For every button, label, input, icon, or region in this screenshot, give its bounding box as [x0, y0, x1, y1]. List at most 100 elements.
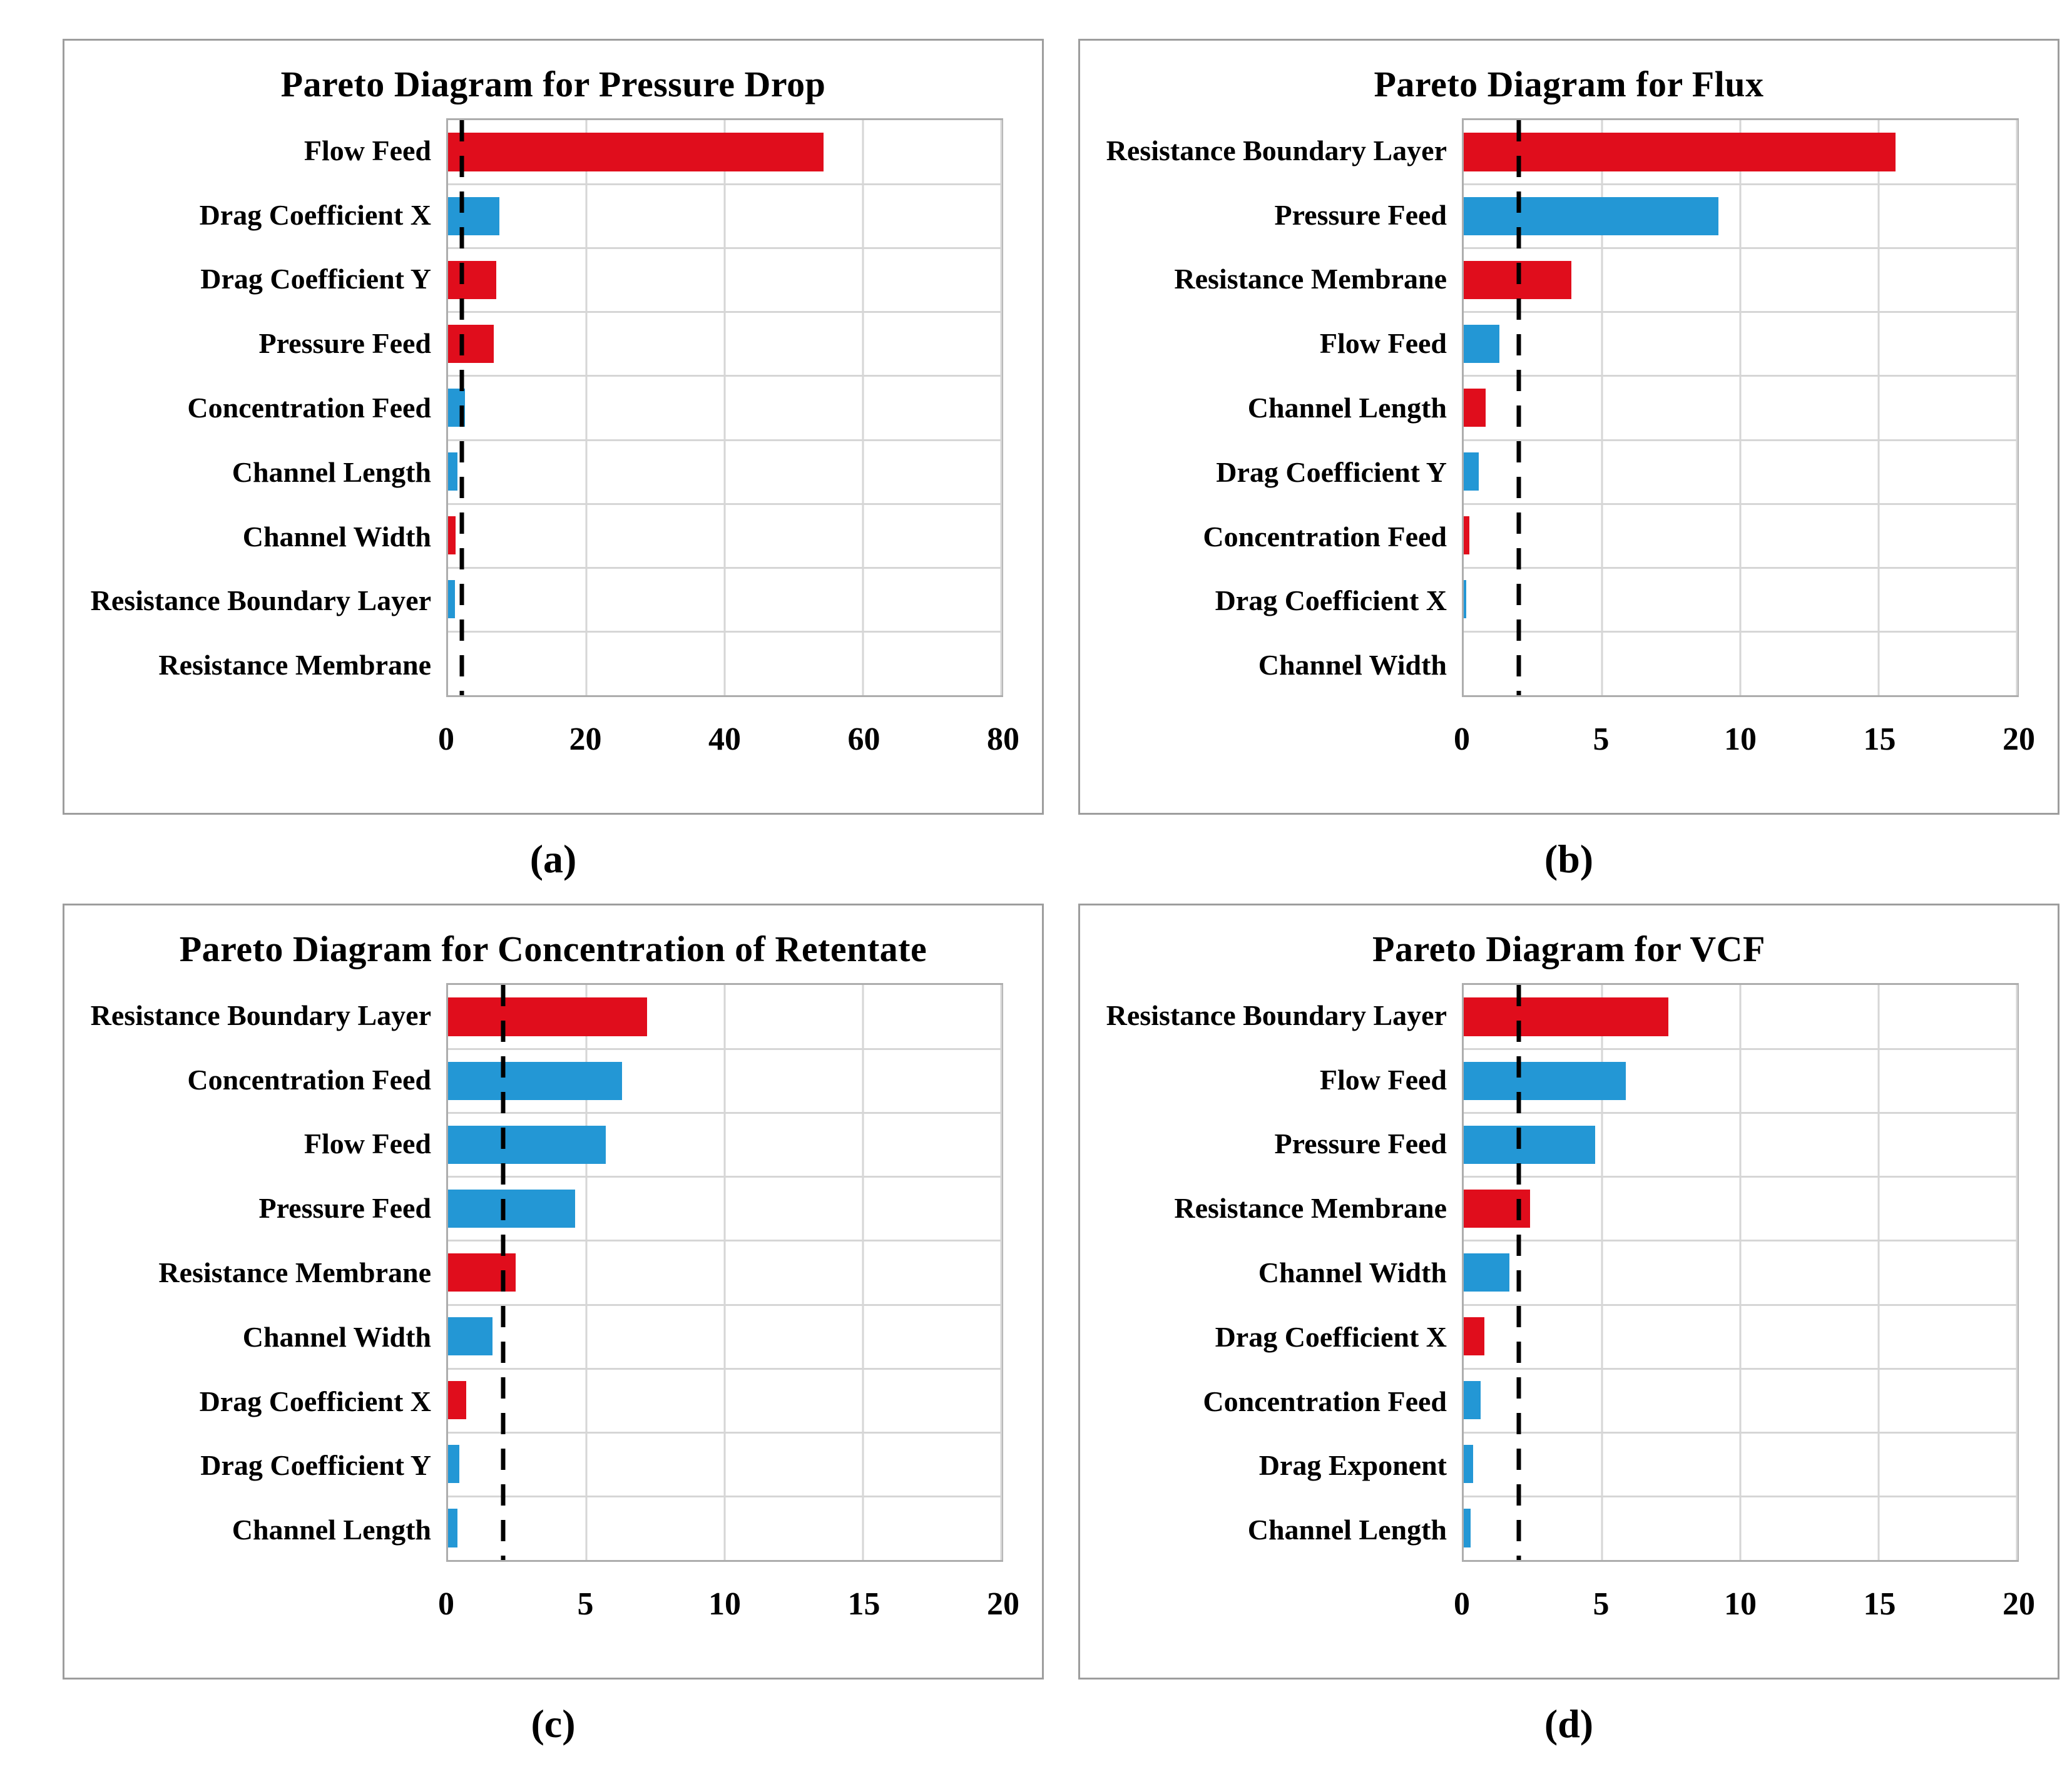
category-label: Drag Coefficient X	[1215, 584, 1447, 617]
bar-flow-feed	[448, 1125, 606, 1164]
x-tick-label: 5	[1593, 1586, 1610, 1622]
plot-area	[446, 118, 1003, 697]
bar-drag-coefficient-x	[448, 1381, 466, 1420]
plot-area	[446, 983, 1003, 1562]
category-label: Channel Length	[1247, 392, 1447, 424]
plot-column: 0 5 10 15 20	[1454, 983, 2035, 1653]
chart-panel-d: Pareto Diagram for VCF Resistance Bounda…	[1078, 904, 2059, 1680]
bar-pressure-feed	[1464, 196, 1718, 235]
chart-title: Pareto Diagram for Concentration of Rete…	[179, 928, 927, 969]
x-tick-label: 0	[1454, 1586, 1470, 1622]
category-label: Drag Coefficient X	[1215, 1320, 1447, 1353]
bar-flow-feed	[1464, 1061, 1626, 1100]
threshold-line	[501, 985, 506, 1560]
panel-d: Pareto Diagram for VCF Resistance Bounda…	[1078, 904, 2059, 1768]
category-label: Concentration Feed	[1203, 1385, 1447, 1417]
category-label: Channel Length	[1247, 1514, 1447, 1546]
bar-concentration-feed	[1464, 1381, 1481, 1420]
bar-channel-width	[448, 1317, 492, 1356]
gridline-vertical	[1601, 985, 1603, 1560]
category-label: Flow Feed	[304, 1128, 431, 1160]
panel-caption: (b)	[1544, 837, 1594, 881]
x-axis: 0 5 10 15 20	[1454, 697, 2035, 788]
gridline-vertical	[1601, 120, 1603, 695]
x-tick-label: 40	[708, 721, 741, 757]
x-axis: 0 5 10 15 20	[438, 1562, 1019, 1653]
category-label: Resistance Boundary Layer	[1106, 134, 1447, 166]
x-tick-label: 20	[987, 1586, 1019, 1622]
chart-body: Resistance Boundary Layer Concentration F…	[64, 983, 1042, 1653]
category-label: Channel Length	[232, 1514, 431, 1546]
bar-resistance-membrane	[448, 1253, 516, 1292]
chart-body: Resistance Boundary Layer Pressure Feed Re…	[1080, 118, 2058, 788]
gridline-vertical	[2016, 985, 2018, 1560]
category-labels: Flow Feed Drag Coefficient X Drag Coeffici…	[76, 118, 446, 697]
category-label: Pressure Feed	[258, 1192, 431, 1225]
x-tick-label: 0	[1454, 721, 1470, 757]
category-label: Resistance Boundary Layer	[90, 999, 431, 1031]
chart-body: Flow Feed Drag Coefficient X Drag Coeffici…	[64, 118, 1042, 788]
panel-caption: (d)	[1544, 1701, 1594, 1746]
chart-title: Pareto Diagram for Pressure Drop	[280, 63, 826, 105]
category-label: Drag Exponent	[1258, 1449, 1447, 1482]
category-label: Resistance Membrane	[1174, 1192, 1447, 1225]
chart-title: Pareto Diagram for VCF	[1372, 928, 1765, 969]
x-axis: 0 20 40 60 80	[438, 697, 1019, 788]
bar-pressure-feed	[448, 324, 494, 364]
x-tick-label: 20	[2003, 1586, 2035, 1622]
x-tick-label: 15	[1863, 721, 1896, 757]
x-tick-label: 80	[987, 721, 1019, 757]
gridline-vertical	[1877, 985, 1880, 1560]
category-label: Flow Feed	[1319, 327, 1447, 360]
category-labels: Resistance Boundary Layer Concentration F…	[76, 983, 446, 1562]
plot-column: 0 20 40 60 80	[438, 118, 1019, 788]
category-label: Flow Feed	[1319, 1063, 1447, 1096]
gridline-vertical	[585, 985, 588, 1560]
bar-concentration-feed	[1464, 516, 1469, 555]
category-label: Channel Length	[232, 456, 431, 488]
x-tick-label: 15	[1863, 1586, 1896, 1622]
chart-title: Pareto Diagram for Flux	[1374, 63, 1764, 105]
x-tick-label: 5	[1593, 721, 1610, 757]
category-label: Drag Coefficient Y	[200, 263, 431, 295]
bar-pressure-feed	[1464, 1125, 1595, 1164]
gridline-vertical	[1739, 985, 1742, 1560]
category-label: Resistance Membrane	[158, 649, 431, 681]
bar-drag-coefficient-x	[448, 196, 499, 235]
x-tick-label: 15	[847, 1586, 880, 1622]
category-label: Concentration Feed	[187, 392, 431, 424]
gridline-vertical	[723, 120, 726, 695]
category-label: Concentration Feed	[187, 1063, 431, 1096]
category-label: Channel Width	[242, 1320, 431, 1353]
x-tick-label: 0	[438, 1586, 454, 1622]
category-label: Channel Width	[1258, 649, 1447, 681]
category-label: Resistance Membrane	[158, 1257, 431, 1289]
gridline-vertical	[862, 985, 864, 1560]
bar-drag-coefficient-x	[1464, 1317, 1485, 1356]
gridline-vertical	[1877, 120, 1880, 695]
bar-pressure-feed	[448, 1189, 576, 1228]
category-label: Drag Coefficient Y	[1216, 456, 1447, 488]
chart-panel-a: Pareto Diagram for Pressure Drop Flow Fe…	[63, 39, 1044, 815]
panel-caption: (c)	[531, 1701, 576, 1746]
category-label: Channel Width	[1258, 1257, 1447, 1289]
category-label: Concentration Feed	[1203, 520, 1447, 553]
bar-drag-coefficient-y	[448, 260, 497, 299]
bar-flow-feed	[1464, 324, 1500, 364]
bar-channel-length	[1464, 1509, 1471, 1547]
category-label: Drag Coefficient X	[199, 198, 431, 231]
panel-caption: (a)	[529, 837, 577, 881]
plot-area	[1462, 118, 2019, 697]
gridline-vertical	[2016, 120, 2018, 695]
category-label: Pressure Feed	[1274, 1128, 1447, 1160]
plot-column: 0 5 10 15 20	[1454, 118, 2035, 788]
category-label: Pressure Feed	[258, 327, 431, 360]
bar-resistance-boundary-layer	[448, 580, 456, 619]
category-labels: Resistance Boundary Layer Pressure Feed Re…	[1091, 118, 1462, 697]
x-tick-label: 0	[438, 721, 454, 757]
bar-concentration-feed	[448, 1061, 623, 1100]
category-label: Resistance Boundary Layer	[90, 584, 431, 617]
chart-body: Resistance Boundary Layer Flow Feed Pressu…	[1080, 983, 2058, 1653]
bar-drag-coefficient-y	[1464, 452, 1479, 491]
bar-channel-width	[448, 516, 456, 555]
